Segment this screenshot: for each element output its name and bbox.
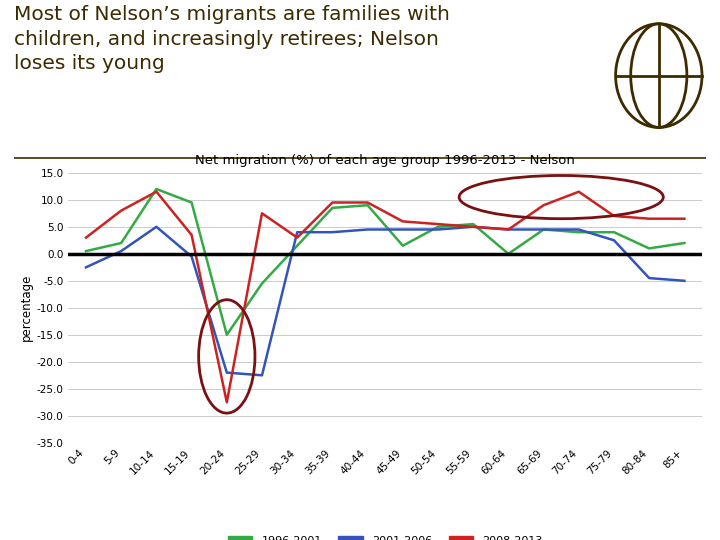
Title: Net migration (%) of each age group 1996-2013 - Nelson: Net migration (%) of each age group 1996… (195, 154, 575, 167)
Legend: 1996-2001, 2001-2006, 2008-2013: 1996-2001, 2001-2006, 2008-2013 (224, 532, 546, 540)
Text: JACKSON AND FAYAK 2017: JACKSON AND FAYAK 2017 (310, 522, 410, 530)
Text: 9/11/2010: 9/11/2010 (29, 522, 68, 530)
Y-axis label: percentage: percentage (19, 274, 32, 341)
Text: Most of Nelson’s migrants are families with
children, and increasingly retirees;: Most of Nelson’s migrants are families w… (14, 5, 450, 73)
Text: 16: 16 (682, 522, 691, 530)
